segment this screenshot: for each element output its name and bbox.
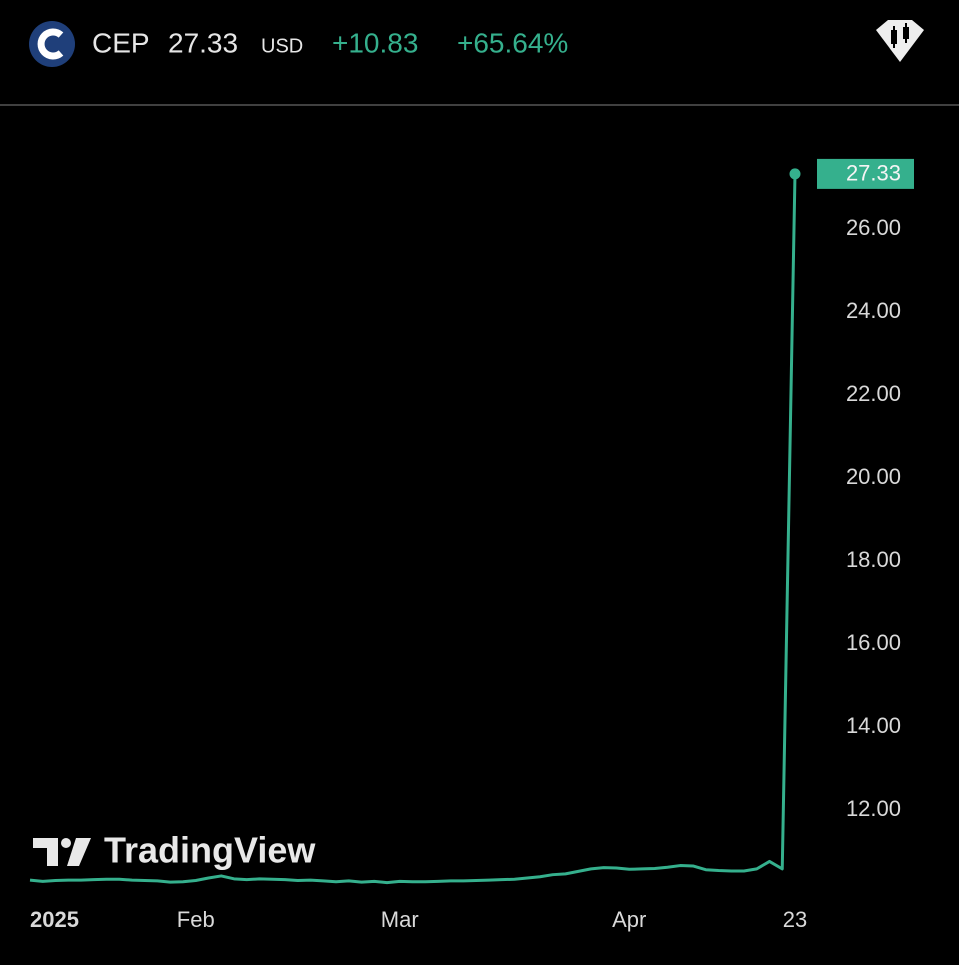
y-tick-label: 18.00 [846, 547, 901, 572]
y-tick-label: 20.00 [846, 464, 901, 489]
price: 27.33 [168, 27, 238, 58]
y-tick-label: 16.00 [846, 630, 901, 655]
x-tick-label: 23 [783, 907, 807, 932]
symbol: CEP [92, 27, 150, 58]
last-value-box [817, 158, 914, 189]
price-line [29, 173, 797, 885]
x-tick-label: 2025 [30, 907, 79, 932]
y-tick-label: 22.00 [846, 381, 901, 406]
currency: USD [261, 35, 303, 57]
symbol-logo-mark [37, 28, 64, 60]
last-value-label: 27.33 [846, 161, 901, 186]
watermark: TradingView [104, 830, 316, 871]
change-percent: +65.64% [457, 27, 568, 58]
change: +10.83 [332, 27, 418, 58]
y-tick-label: 24.00 [846, 298, 901, 323]
y-tick-label: 14.00 [846, 713, 901, 738]
last-point [789, 168, 801, 180]
x-tick-label: Mar [381, 907, 419, 932]
watermark-logo [33, 838, 91, 866]
y-tick-label: 12.00 [846, 796, 901, 821]
x-tick-label: Feb [177, 907, 215, 932]
symbol-logo [29, 21, 75, 67]
y-tick-label: 26.00 [846, 215, 901, 240]
x-tick-label: Apr [612, 907, 646, 932]
chart-type-icon[interactable] [876, 20, 924, 62]
